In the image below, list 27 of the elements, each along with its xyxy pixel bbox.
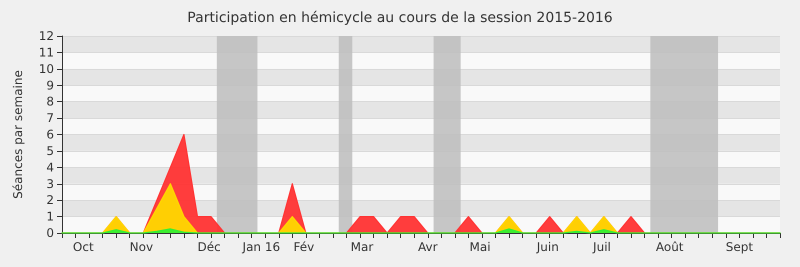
x-tick-label: Nov bbox=[130, 240, 154, 254]
y-axis-title: Séances par semaine bbox=[11, 70, 25, 199]
y-tick-label: 1 bbox=[46, 210, 54, 224]
y-tick-label: 2 bbox=[46, 193, 54, 208]
y-tick-label: 0 bbox=[46, 226, 54, 240]
x-tick-label: Juil bbox=[592, 240, 611, 254]
y-tick-label: 5 bbox=[46, 144, 54, 158]
y-tick-label: 12 bbox=[38, 29, 54, 43]
x-tick-label: Déc bbox=[197, 240, 221, 254]
x-tick-label: Août bbox=[656, 240, 684, 254]
x-tick-label: Sept bbox=[726, 240, 754, 254]
y-tick-label: 11 bbox=[38, 45, 54, 60]
y-tick-label: 4 bbox=[46, 160, 54, 174]
x-tick-label: Jan 16 bbox=[242, 240, 280, 254]
y-tick-label: 6 bbox=[46, 128, 54, 142]
x-tick-label: Fév bbox=[294, 240, 314, 254]
chart-title: Participation en hémicycle au cours de la session 2015-2016 bbox=[187, 10, 613, 26]
y-tick-label: 10 bbox=[38, 62, 54, 76]
y-tick-label: 8 bbox=[46, 94, 54, 109]
y-tick-label: 3 bbox=[46, 176, 54, 191]
y-tick-label: 9 bbox=[46, 78, 54, 92]
x-tick-label: Mar bbox=[350, 240, 374, 254]
x-tick-label: Oct bbox=[72, 240, 94, 254]
y-tick-label: 7 bbox=[46, 111, 54, 126]
x-tick-label: Mai bbox=[470, 240, 491, 254]
x-tick-label: Juin bbox=[536, 240, 559, 254]
x-tick-label: Avr bbox=[418, 240, 438, 254]
